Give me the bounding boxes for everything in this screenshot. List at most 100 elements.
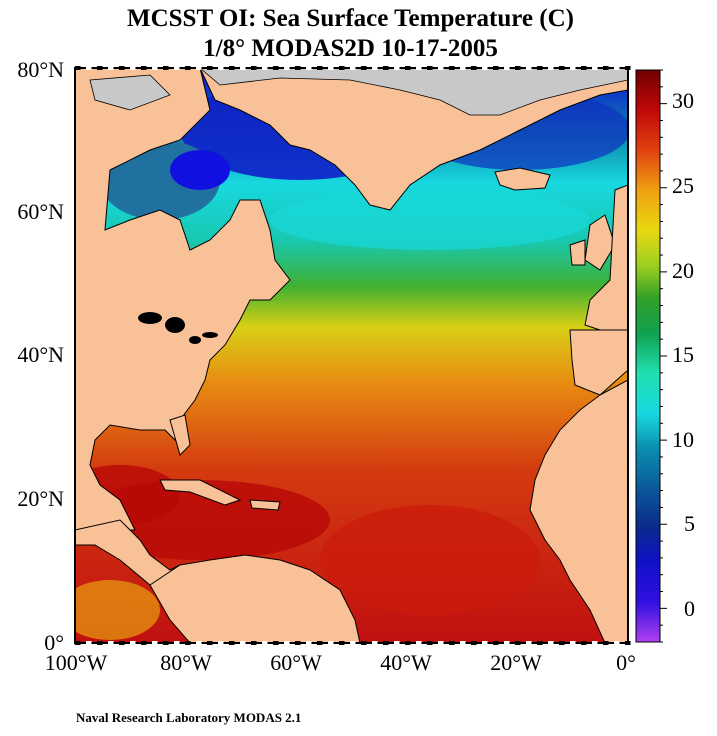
- frame-tick: [251, 641, 257, 645]
- frame-tick: [130, 66, 136, 70]
- ice-cover: [89, 68, 628, 116]
- frame-tick: [570, 66, 576, 70]
- frame-tick: [350, 66, 356, 70]
- frame-tick: [394, 641, 400, 645]
- frame-tick: [174, 66, 180, 70]
- frame-tick: [240, 641, 246, 645]
- frame-tick: [603, 66, 609, 70]
- frame-tick: [141, 641, 147, 645]
- colorbar-label-0: 0: [684, 596, 695, 621]
- frame-tick: [614, 641, 620, 645]
- frame-tick: [262, 641, 268, 645]
- frame-tick: [317, 66, 323, 70]
- frame-tick: [174, 641, 180, 645]
- lat-label-40n: 40°N: [17, 342, 64, 367]
- frame-tick: [537, 641, 543, 645]
- frame-tick: [185, 66, 191, 70]
- frame-tick: [251, 66, 257, 70]
- frame-tick: [482, 66, 488, 70]
- frame-tick: [471, 66, 477, 70]
- frame-tick: [592, 641, 598, 645]
- frame-tick: [350, 641, 356, 645]
- frame-tick: [229, 66, 235, 70]
- colorbar: [635, 69, 661, 643]
- colorbar-label-20: 20: [672, 258, 694, 283]
- frame-tick: [427, 641, 433, 645]
- frame-tick: [438, 641, 444, 645]
- frame-tick: [361, 66, 367, 70]
- frame-tick: [504, 641, 510, 645]
- colorbar-label-15: 15: [672, 342, 694, 367]
- frame-tick: [449, 641, 455, 645]
- ireland-land: [569, 239, 586, 266]
- frame-tick: [372, 641, 378, 645]
- colorbar-label-30: 30: [672, 88, 694, 113]
- colorbar-ticks: [660, 69, 667, 643]
- frame-tick: [581, 641, 587, 645]
- frame-tick: [361, 641, 367, 645]
- frame-tick: [625, 66, 631, 70]
- frame-tick: [284, 66, 290, 70]
- iceland-land: [494, 167, 551, 191]
- frame-tick: [262, 66, 268, 70]
- frame-tick: [97, 641, 103, 645]
- frame-tick: [207, 66, 213, 70]
- frame-tick: [97, 66, 103, 70]
- frame-tick: [273, 66, 279, 70]
- frame-tick: [614, 66, 620, 70]
- frame-tick: [119, 641, 125, 645]
- frame-tick: [493, 641, 499, 645]
- frame-tick: [559, 66, 565, 70]
- great-lakes: [138, 312, 218, 344]
- frame-tick: [306, 641, 312, 645]
- frame-tick: [548, 66, 554, 70]
- frame-tick: [273, 641, 279, 645]
- frame-tick: [119, 66, 125, 70]
- frame-tick: [526, 641, 532, 645]
- frame-tick: [339, 66, 345, 70]
- frame-tick: [427, 66, 433, 70]
- map-title-line1: MCSST OI: Sea Surface Temperature (C): [127, 5, 574, 32]
- lon-label-100w: 100°W: [44, 650, 108, 675]
- frame-tick: [548, 641, 554, 645]
- frame-tick: [86, 641, 92, 645]
- frame-tick: [515, 641, 521, 645]
- lat-label-80n: 80°N: [17, 57, 64, 82]
- frame-tick: [240, 66, 246, 70]
- frame-tick: [295, 641, 301, 645]
- north-america-land: [75, 68, 291, 531]
- cuba-land: [159, 479, 242, 506]
- frame-tick: [372, 66, 378, 70]
- frame-tick: [163, 66, 169, 70]
- frame-tick: [416, 641, 422, 645]
- frame-tick: [603, 641, 609, 645]
- frame-tick: [625, 641, 631, 645]
- lon-label-0: 0°: [616, 650, 636, 675]
- florida-land: [169, 414, 191, 456]
- lon-label-40w: 40°W: [380, 650, 432, 675]
- lon-label-60w: 60°W: [270, 650, 322, 675]
- colorbar-label-25: 25: [672, 173, 694, 198]
- frame-tick: [504, 66, 510, 70]
- frame-tick: [515, 66, 521, 70]
- frame-tick: [581, 66, 587, 70]
- frame-tick: [185, 641, 191, 645]
- frame-tick: [130, 641, 136, 645]
- frame-tick: [460, 641, 466, 645]
- lon-label-20w: 20°W: [490, 650, 542, 675]
- lat-label-60n: 60°N: [17, 199, 64, 224]
- frame-tick: [405, 641, 411, 645]
- frame-tick: [570, 641, 576, 645]
- lon-label-80w: 80°W: [160, 650, 212, 675]
- frame-tick: [328, 641, 334, 645]
- frame-tick: [416, 66, 422, 70]
- frame-tick: [306, 66, 312, 70]
- frame-tick: [471, 641, 477, 645]
- frame-tick: [163, 641, 169, 645]
- frame-tick: [383, 641, 389, 645]
- frame-tick: [108, 66, 114, 70]
- frame-tick: [218, 66, 224, 70]
- frame-tick: [559, 641, 565, 645]
- frame-tick: [284, 641, 290, 645]
